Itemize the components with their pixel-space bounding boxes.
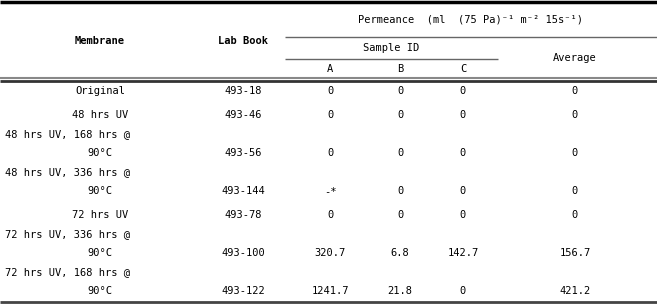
Text: 0: 0 (397, 110, 403, 120)
Text: 0: 0 (327, 86, 333, 96)
Text: 493-100: 493-100 (221, 248, 265, 258)
Text: 90°C: 90°C (87, 149, 112, 158)
Text: 0: 0 (460, 149, 466, 158)
Text: Permeance  (ml  (75 Pa)⁻¹ m⁻² 15s⁻¹): Permeance (ml (75 Pa)⁻¹ m⁻² 15s⁻¹) (359, 14, 583, 25)
Text: 21.8: 21.8 (388, 286, 413, 297)
Text: 72 hrs UV, 168 hrs @: 72 hrs UV, 168 hrs @ (5, 267, 130, 278)
Text: 48 hrs UV: 48 hrs UV (72, 110, 128, 120)
Text: 0: 0 (460, 86, 466, 96)
Text: 6.8: 6.8 (391, 248, 409, 258)
Text: 0: 0 (397, 86, 403, 96)
Text: 72 hrs UV: 72 hrs UV (72, 210, 128, 220)
Text: 48 hrs UV, 336 hrs @: 48 hrs UV, 336 hrs @ (5, 168, 130, 177)
Text: 0: 0 (460, 210, 466, 220)
Text: 493-122: 493-122 (221, 286, 265, 297)
Text: 0: 0 (572, 149, 578, 158)
Text: Original: Original (75, 86, 125, 96)
Text: 493-18: 493-18 (224, 86, 261, 96)
Text: 0: 0 (397, 186, 403, 196)
Text: 0: 0 (327, 110, 333, 120)
Text: B: B (397, 64, 403, 74)
Text: 142.7: 142.7 (447, 248, 479, 258)
Text: 0: 0 (397, 210, 403, 220)
Text: Membrane: Membrane (75, 36, 125, 45)
Text: 1241.7: 1241.7 (311, 286, 349, 297)
Text: 493-46: 493-46 (224, 110, 261, 120)
Text: 493-78: 493-78 (224, 210, 261, 220)
Text: 90°C: 90°C (87, 248, 112, 258)
Text: 0: 0 (327, 149, 333, 158)
Text: 48 hrs UV, 168 hrs @: 48 hrs UV, 168 hrs @ (5, 130, 130, 139)
Text: 156.7: 156.7 (559, 248, 591, 258)
Text: 90°C: 90°C (87, 286, 112, 297)
Text: 493-56: 493-56 (224, 149, 261, 158)
Text: 72 hrs UV, 336 hrs @: 72 hrs UV, 336 hrs @ (5, 230, 130, 239)
Text: 0: 0 (460, 286, 466, 297)
Text: A: A (327, 64, 333, 74)
Text: 0: 0 (572, 210, 578, 220)
Text: 0: 0 (397, 149, 403, 158)
Text: 0: 0 (460, 110, 466, 120)
Text: 0: 0 (572, 86, 578, 96)
Text: 0: 0 (460, 186, 466, 196)
Text: 0: 0 (572, 186, 578, 196)
Text: 0: 0 (572, 110, 578, 120)
Text: C: C (460, 64, 466, 74)
Text: 0: 0 (327, 210, 333, 220)
Text: 421.2: 421.2 (559, 286, 591, 297)
Text: 320.7: 320.7 (315, 248, 346, 258)
Text: -*: -* (324, 186, 336, 196)
Text: Average: Average (553, 53, 597, 63)
Text: 90°C: 90°C (87, 186, 112, 196)
Text: Lab Book: Lab Book (218, 36, 268, 45)
Text: Sample ID: Sample ID (363, 43, 420, 53)
Text: 493-144: 493-144 (221, 186, 265, 196)
